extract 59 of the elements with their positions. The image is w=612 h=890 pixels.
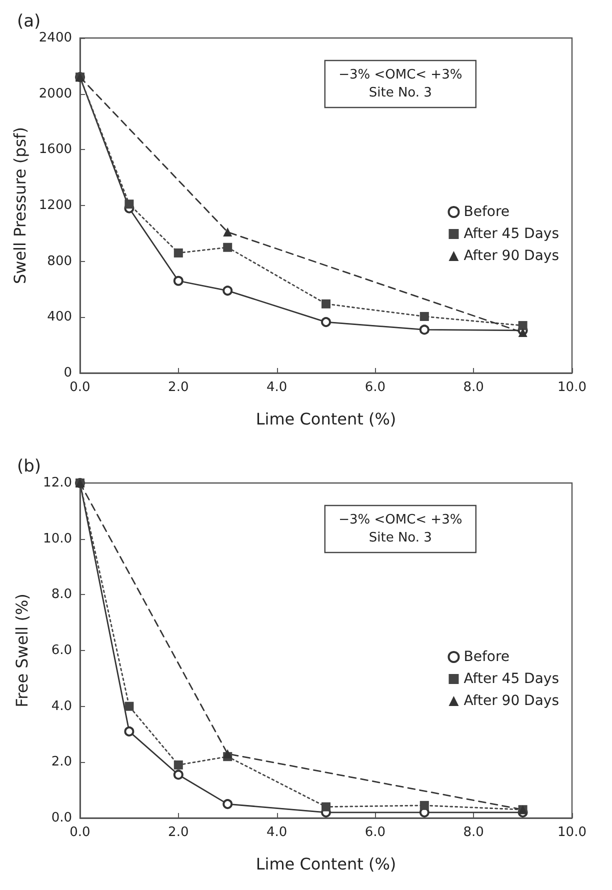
point [222, 286, 233, 296]
point [174, 760, 183, 770]
point [419, 324, 430, 335]
legend-label: Before [464, 649, 510, 665]
annotation: −3% <OMC< +3% [338, 68, 462, 82]
point [223, 242, 232, 252]
legend-label: After 90 Days [464, 693, 560, 709]
point [322, 802, 330, 812]
x-axis-title: Lime Content (%) [256, 854, 396, 874]
y-tick-label: 800 [47, 254, 72, 269]
point [124, 726, 134, 736]
y-tick-label: 400 [47, 310, 72, 325]
point [173, 276, 184, 286]
point [322, 299, 330, 308]
point [222, 799, 233, 810]
x-tick-label: 8.0 [463, 380, 484, 395]
y-tick-label: 0.0 [51, 810, 72, 826]
point [124, 200, 134, 209]
y-tick-label: 8.0 [51, 587, 72, 602]
y-tick-label: 2400 [38, 30, 72, 46]
x-tick-label: 2.0 [168, 825, 189, 840]
chart-title: (a) [17, 12, 41, 32]
y-axis-title: Free Swell (%) [12, 594, 32, 708]
y-tick-label: 1200 [38, 198, 72, 213]
y-axis-title: Swell Pressure (psf) [10, 126, 30, 284]
x-tick-label: 2.0 [168, 380, 189, 395]
x-axis-title: Lime Content (%) [256, 410, 396, 428]
annotation: Site No. 3 [368, 530, 432, 546]
x-tick-label: 6.0 [364, 380, 386, 395]
y-tick-label: 2000 [38, 86, 72, 102]
legend-label: Before [464, 204, 510, 220]
legend-label: After 45 Days [464, 671, 560, 687]
y-tick-label: 10.0 [43, 531, 72, 546]
point [518, 321, 528, 330]
x-tick-label: 4.0 [266, 825, 288, 840]
chart-title: (b) [17, 456, 42, 476]
y-tick-label: 6.0 [51, 643, 72, 658]
point [420, 800, 429, 810]
x-tick-label: 6.0 [364, 825, 386, 840]
point [321, 317, 331, 328]
point [420, 312, 429, 321]
annotation: Site No. 3 [368, 86, 432, 100]
x-tick-label: 0.0 [70, 825, 90, 840]
x-tick-label: 4.0 [266, 380, 288, 395]
y-tick-label: 4.0 [51, 698, 72, 714]
x-tick-label: 10.0 [558, 825, 586, 840]
annotation: −3% <OMC< +3% [338, 512, 462, 528]
y-tick-label: 1600 [38, 142, 72, 158]
y-tick-label: 2.0 [51, 754, 72, 770]
point [173, 770, 184, 780]
y-tick-label: 0 [64, 366, 72, 380]
point [124, 702, 134, 711]
x-tick-label: 10.0 [558, 380, 586, 395]
legend-label: After 90 Days [464, 248, 560, 264]
x-tick-label: 0.0 [70, 380, 90, 395]
legend-label: After 45 Days [464, 226, 560, 242]
y-tick-label: 12.0 [43, 476, 72, 490]
point [174, 248, 183, 258]
x-tick-label: 8.0 [463, 825, 484, 840]
